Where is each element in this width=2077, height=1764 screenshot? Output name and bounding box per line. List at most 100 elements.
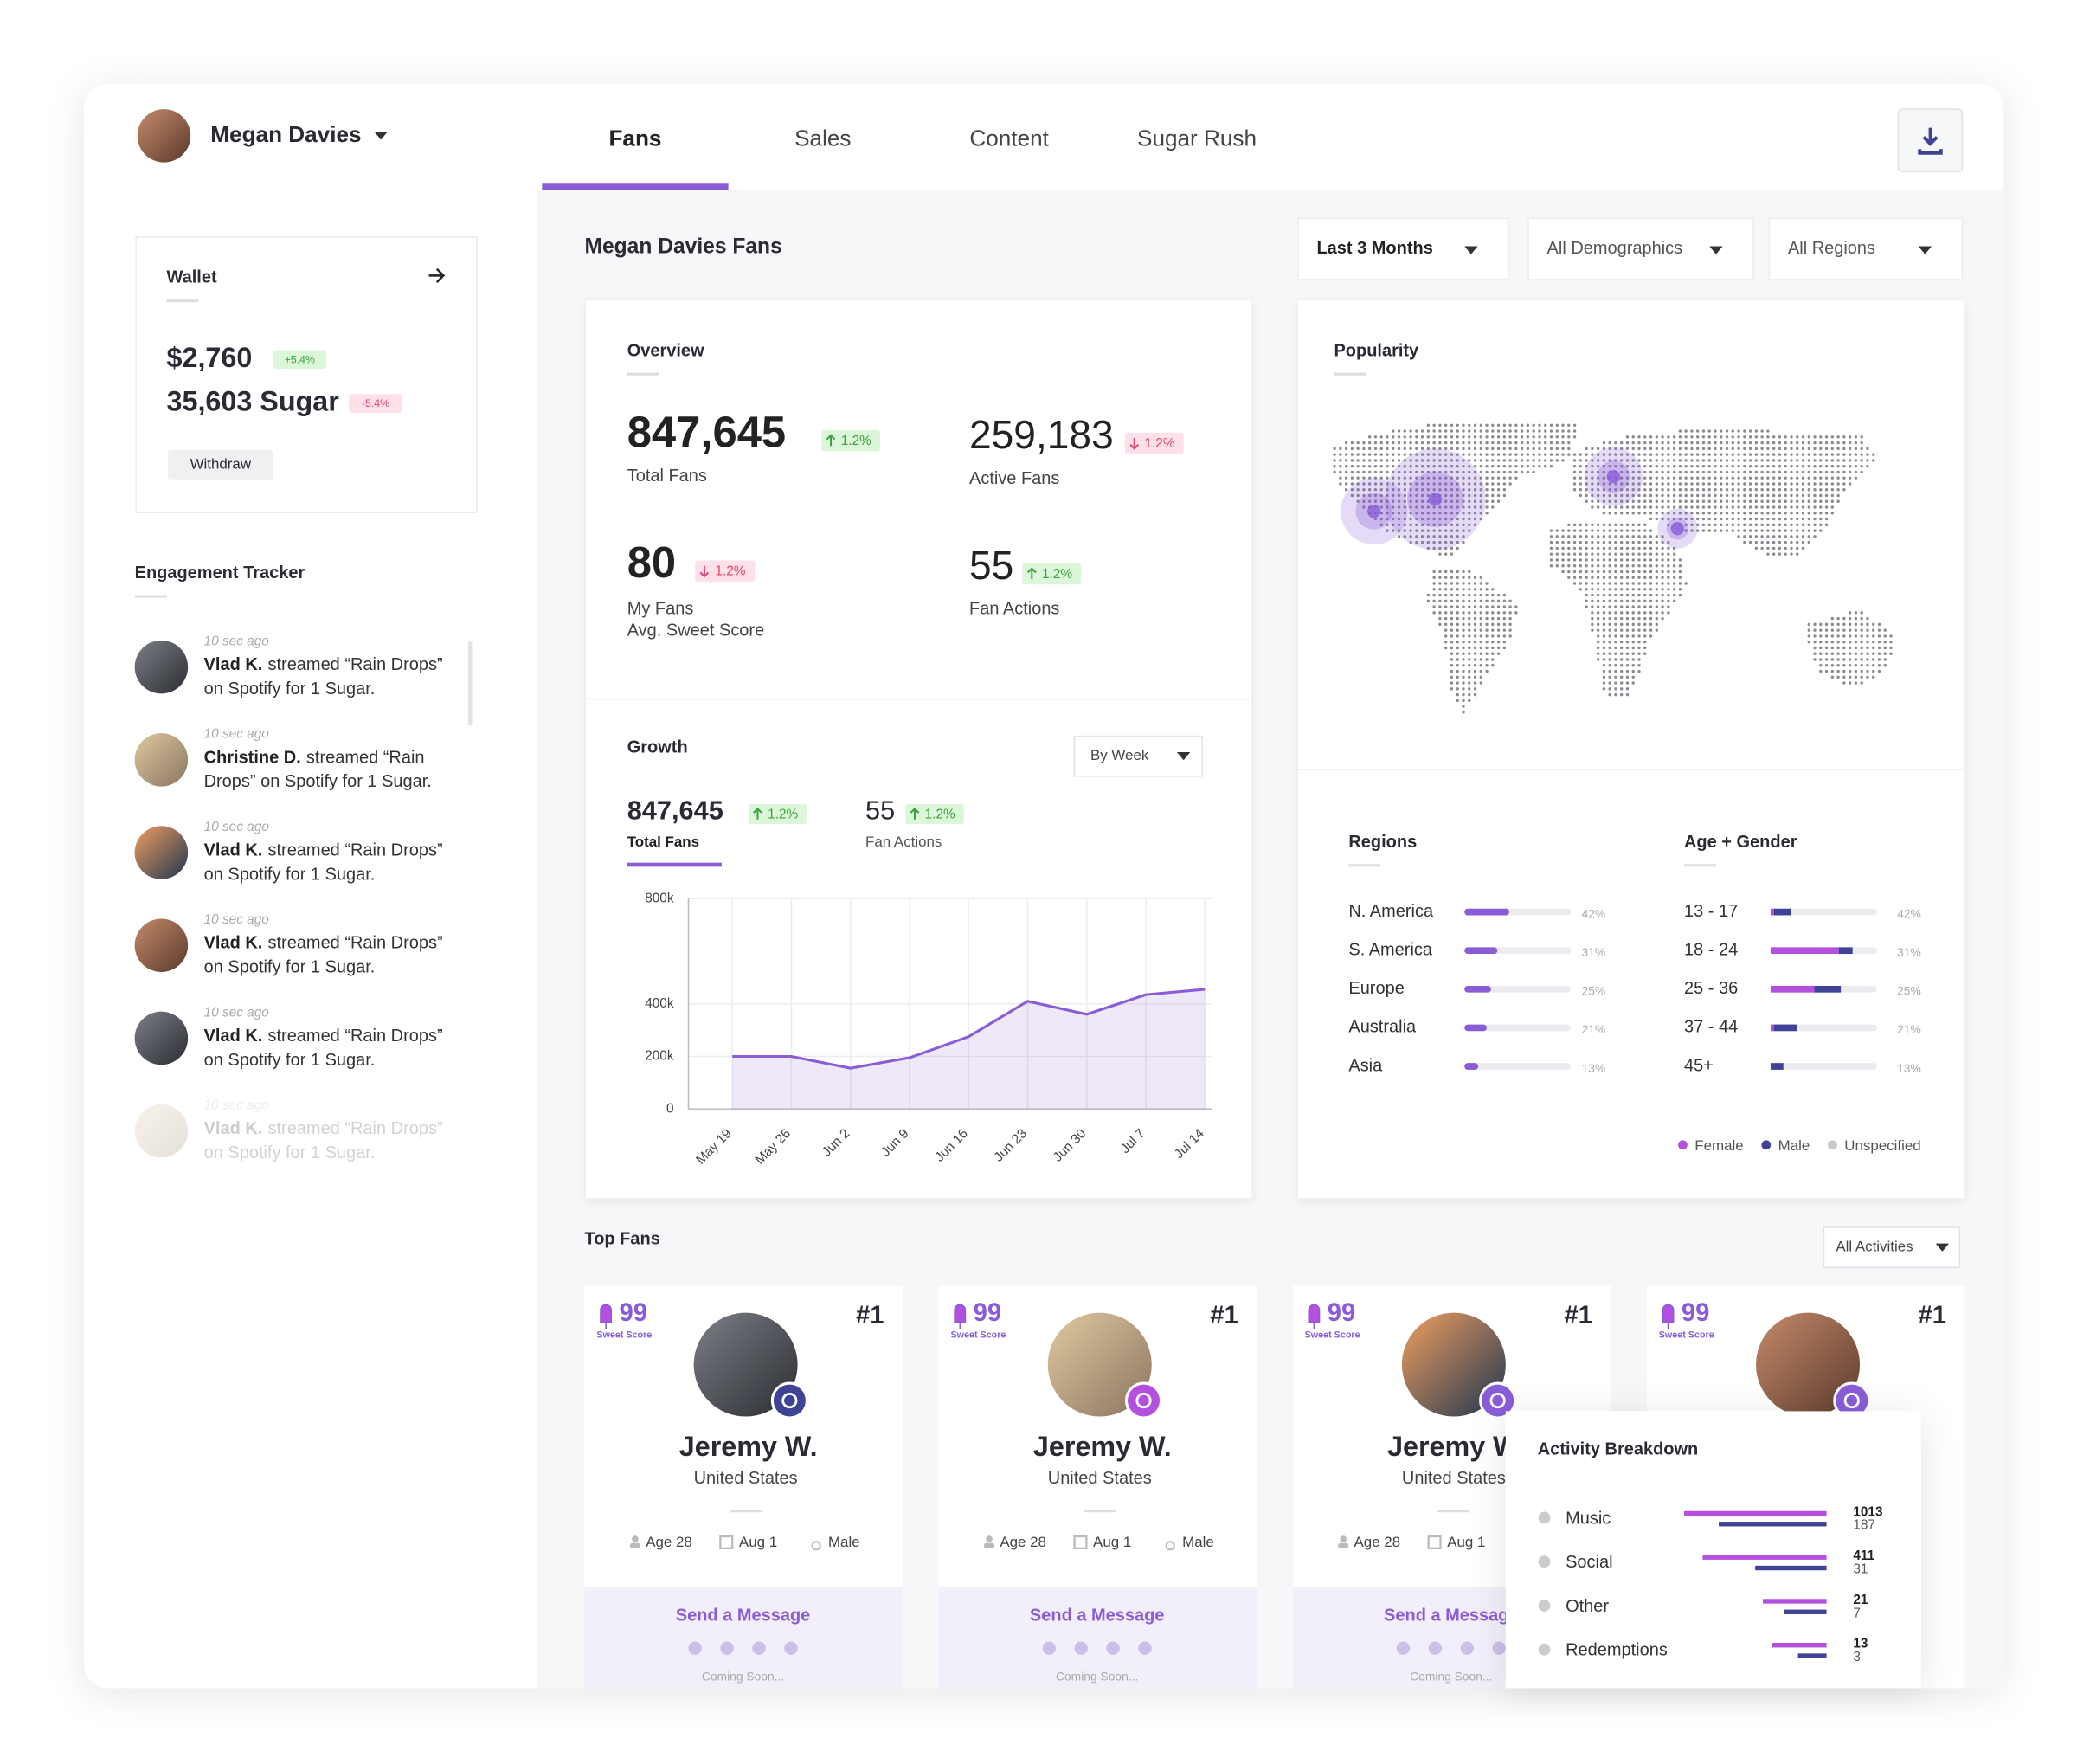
- sweet-score-label: Sweet Score: [596, 1330, 652, 1341]
- change-value: 1.2%: [1042, 567, 1072, 582]
- stat-label: Active Fans: [969, 469, 1059, 488]
- nav-tab[interactable]: Sugar Rush: [1137, 125, 1257, 151]
- activity-text: streamed “Rain Drops”: [268, 1027, 443, 1046]
- activity-value: 7: [1853, 1606, 1861, 1620]
- bar-value: 42%: [1582, 906, 1606, 920]
- send-message-button[interactable]: Send a Message: [676, 1606, 811, 1626]
- legend-swatch: [1828, 1140, 1837, 1150]
- activity-icon: [1538, 1511, 1551, 1524]
- engagement-item: 10 sec ago Vlad K. streamed “Rain Drops” on…: [134, 820, 443, 884]
- stat-value: 847,645: [627, 407, 786, 456]
- fan-name: Vlad K.: [204, 655, 263, 674]
- user-name[interactable]: Megan Davies: [210, 121, 361, 147]
- popularity-card: [1297, 300, 1964, 1199]
- bar-track: [1464, 1024, 1572, 1032]
- activity-breakdown-popup: [1505, 1411, 1921, 1689]
- age-label: 18 - 24: [1684, 940, 1738, 959]
- section-title: Age + Gender: [1684, 833, 1797, 852]
- activity-value: 21: [1853, 1593, 1868, 1607]
- bar: [1797, 1653, 1827, 1658]
- avatar: [1756, 1312, 1861, 1417]
- sweet-score-label: Sweet Score: [1659, 1330, 1714, 1341]
- activity-text: Vlad K. streamed “Rain Drops”: [204, 655, 443, 674]
- period-label[interactable]: By Week: [1090, 747, 1149, 763]
- change-value: 1.2%: [841, 434, 871, 448]
- activity-text: on Spotify for 1 Sugar.: [204, 1143, 376, 1162]
- avatar: [137, 109, 191, 163]
- bar-track: [1464, 985, 1572, 993]
- nav-tab[interactable]: Sales: [794, 125, 851, 151]
- change-badge: [905, 804, 964, 825]
- y-tick-label: 200k: [645, 1049, 674, 1064]
- area: [732, 989, 1206, 1110]
- activity-text: on Spotify for 1 Sugar.: [204, 679, 376, 699]
- timestamp: 10 sec ago: [204, 1098, 270, 1112]
- avatar: [134, 733, 189, 787]
- person-icon: [1338, 1542, 1349, 1548]
- calendar-icon: [1427, 1535, 1442, 1549]
- calendar-icon: [719, 1535, 734, 1549]
- filter-label[interactable]: All Regions: [1788, 239, 1875, 258]
- activity-text: streamed “Rain Drops”: [268, 841, 443, 860]
- activity-icon: [1538, 1600, 1551, 1612]
- nav-tab[interactable]: Fans: [608, 125, 661, 151]
- change-badge: [1022, 563, 1082, 585]
- bar: [1763, 1599, 1827, 1604]
- arrow-icon: [753, 807, 762, 820]
- send-message-button[interactable]: Send a Message: [1030, 1606, 1165, 1626]
- bar-segment: [1770, 1063, 1784, 1070]
- wallet-balance: $2,760: [167, 342, 253, 373]
- filter-label[interactable]: Last 3 Months: [1316, 239, 1432, 258]
- fan-name: Vlad K.: [204, 1119, 263, 1138]
- withdraw-button: [168, 449, 273, 480]
- card-title: Activity Breakdown: [1538, 1439, 1698, 1458]
- change-value: 1.2%: [1144, 436, 1174, 451]
- active-tab-indicator: [542, 183, 729, 190]
- stat-label: Fan Actions: [969, 600, 1059, 619]
- caret-icon: [374, 132, 388, 140]
- avatar: [134, 1011, 189, 1065]
- page-title: Megan Davies Fans: [585, 235, 782, 259]
- change-value: -5.4%: [362, 397, 389, 409]
- gender-icon: [811, 1541, 821, 1551]
- activity-text: streamed “Rain Drops”: [268, 934, 443, 953]
- stat-label: My Fans: [627, 600, 694, 619]
- avatar: [1047, 1312, 1152, 1417]
- coming-soon: Coming Soon...: [1056, 1670, 1138, 1684]
- timestamp: 10 sec ago: [204, 1005, 270, 1020]
- legend-swatch: [1761, 1140, 1772, 1150]
- change-badge: [349, 394, 402, 413]
- change-value: 1.2%: [715, 564, 745, 579]
- activity-badge: [1124, 1381, 1163, 1420]
- withdraw-label[interactable]: Withdraw: [190, 455, 252, 472]
- activity-badge-icon: [1135, 1393, 1152, 1409]
- channel-icon: [1138, 1641, 1152, 1655]
- map-dots: [1333, 423, 1893, 714]
- stat-value: 55: [969, 543, 1013, 588]
- bar-segment: [1770, 908, 1774, 916]
- fan-gender: Male: [828, 1534, 860, 1550]
- activity-label: Redemptions: [1566, 1641, 1668, 1660]
- activity-text: streamed “Rain Drops”: [268, 655, 443, 674]
- send-message-button[interactable]: Send a Message: [1384, 1606, 1519, 1626]
- nav-tab[interactable]: Content: [969, 125, 1049, 151]
- gender-icon: [1165, 1541, 1175, 1551]
- region-label: N. America: [1348, 902, 1434, 921]
- filter-label[interactable]: All Demographics: [1547, 239, 1683, 258]
- activity-badge-icon: [1843, 1393, 1860, 1409]
- sugar-balance: 35,603 Sugar: [167, 386, 340, 417]
- activity-text: Vlad K. streamed “Rain Drops”: [204, 841, 443, 860]
- caret-icon: [1464, 246, 1478, 254]
- region-label: Europe: [1348, 979, 1404, 998]
- channel-icon: [784, 1641, 798, 1655]
- region-label: S. America: [1348, 940, 1433, 959]
- timestamp: 10 sec ago: [204, 727, 270, 742]
- bar-value: 13%: [1582, 1061, 1606, 1075]
- section-title: Top Fans: [585, 1229, 660, 1248]
- bar-value: 21%: [1897, 1022, 1921, 1036]
- dropdown-label[interactable]: All Activities: [1836, 1239, 1913, 1255]
- avatar: [1401, 1312, 1506, 1417]
- bar-value: 25%: [1582, 984, 1606, 998]
- age-label: 45+: [1684, 1056, 1714, 1075]
- channel-icon: [688, 1641, 702, 1655]
